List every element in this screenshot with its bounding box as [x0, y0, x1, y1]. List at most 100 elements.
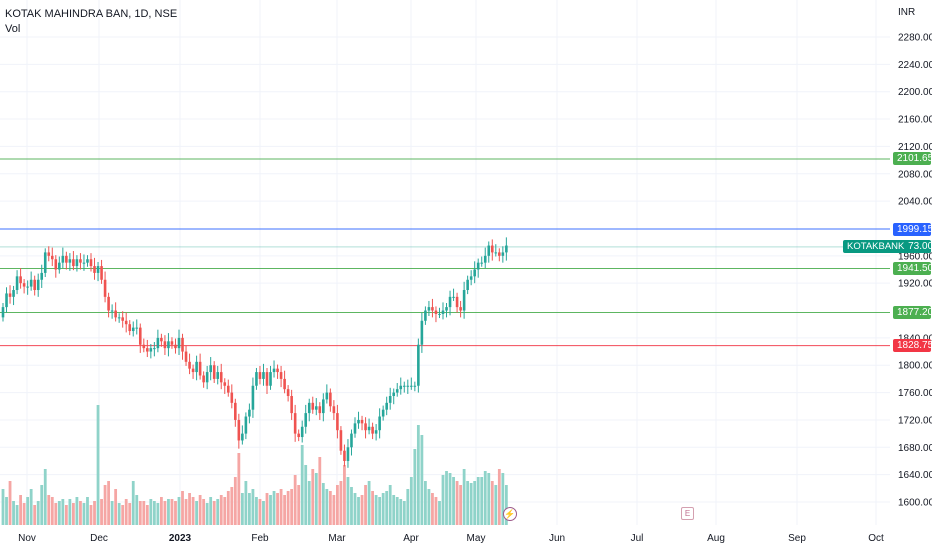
candle-body [371, 426, 374, 434]
volume-bar [223, 497, 227, 525]
volume-bar [353, 493, 357, 525]
candle-body [469, 276, 473, 280]
volume-bar [121, 505, 125, 525]
volume-bar [248, 493, 251, 525]
candle-body [325, 392, 329, 400]
candle-body [177, 337, 181, 349]
candle-body [33, 279, 36, 291]
candle-body [153, 348, 156, 350]
candle-body [353, 423, 357, 434]
volume-bar [128, 503, 132, 525]
volume-bar [321, 483, 325, 525]
volume-bar [40, 485, 44, 525]
candle-body [110, 310, 114, 312]
volume-bar [86, 497, 89, 525]
volume-bars [1, 405, 508, 525]
candle-body [364, 423, 367, 431]
volume-bar [167, 499, 170, 525]
volume-bar [89, 505, 93, 525]
volume-bar [427, 489, 431, 525]
volume-bar [413, 449, 417, 525]
volume-bar [441, 475, 445, 525]
candle-body [346, 447, 350, 461]
volume-bar [117, 503, 121, 525]
candle-body [184, 351, 188, 362]
candle-body [117, 317, 121, 319]
candle-body [241, 433, 244, 441]
candle-body [483, 255, 487, 263]
volume-bar [300, 445, 304, 525]
x-tick-label: Oct [868, 533, 884, 544]
volume-bar [487, 473, 491, 525]
candle-body [322, 399, 325, 414]
volume-bar [466, 481, 470, 525]
candle-body [402, 385, 406, 387]
x-tick-label: Aug [707, 533, 725, 544]
candle-body [195, 361, 198, 373]
candle-body [226, 385, 230, 393]
volume-bar [50, 497, 54, 525]
volume-bar [68, 499, 72, 525]
candle-body [237, 419, 241, 441]
candle-body [96, 266, 100, 273]
volume-bar [230, 487, 234, 525]
volume-bar [188, 493, 191, 525]
volume-bar [244, 481, 248, 525]
candle-body [304, 413, 308, 427]
y-tick-label: 1640.00 [898, 470, 932, 481]
volume-bar [283, 495, 286, 525]
volume-bar [290, 489, 294, 525]
price-tag-green: 2101.65 [893, 152, 932, 166]
candle-body [124, 320, 128, 325]
candle-body [223, 382, 227, 386]
candle-body [100, 266, 103, 280]
candle-body [255, 372, 258, 386]
volume-bar [395, 497, 399, 525]
x-tick-label: Feb [251, 533, 269, 544]
y-tick-label: 1600.00 [898, 498, 932, 509]
volume-bar [265, 493, 269, 525]
candle-body [262, 372, 265, 379]
volume-bar [374, 495, 378, 525]
volume-bar [205, 503, 209, 525]
candle-body [188, 361, 191, 369]
y-tick-label: 2120.00 [898, 142, 932, 153]
volume-bar [346, 477, 350, 525]
volume-bar [497, 469, 501, 525]
candle-body [350, 433, 353, 448]
candle-body [258, 372, 262, 379]
volume-indicator-label[interactable]: Vol [5, 23, 21, 35]
volume-bar [219, 495, 223, 525]
volume-bar [177, 497, 181, 525]
volume-bar [100, 499, 103, 525]
candle-body [293, 413, 297, 434]
time-axis[interactable]: Nov Dec 2023 Feb Mar Apr May Jun Jul Aug Sep Oct [18, 533, 884, 544]
candle-body [170, 341, 174, 345]
dividend-icon[interactable]: ⚡ [503, 507, 517, 521]
candle-body [65, 255, 68, 263]
candle-body [26, 286, 29, 288]
candlesticks [1, 237, 508, 468]
volume-bar [343, 465, 346, 525]
volume-bar [170, 499, 174, 525]
volume-bar [216, 499, 220, 525]
volume-bar [314, 473, 318, 525]
candle-body [438, 313, 441, 315]
candle-body [29, 279, 33, 287]
price-axis[interactable]: 2280.00 2240.00 2200.00 2160.00 2120.00 2080.… [898, 33, 932, 509]
candle-body [19, 276, 22, 284]
earnings-badge[interactable]: E [681, 507, 694, 520]
volume-bar [328, 491, 332, 525]
candle-body [381, 409, 385, 417]
volume-bar [350, 487, 353, 525]
volume-bar [57, 501, 61, 525]
volume-bar [304, 465, 308, 525]
price-tag-green: 1941.50 [893, 261, 932, 275]
symbol-title[interactable]: KOTAK MAHINDRA BAN, 1D, NSE [5, 8, 178, 20]
candle-body [22, 283, 26, 287]
candle-body [480, 262, 484, 264]
volume-bar [434, 497, 438, 525]
volume-bar [409, 477, 413, 525]
volume-bar [406, 489, 410, 525]
